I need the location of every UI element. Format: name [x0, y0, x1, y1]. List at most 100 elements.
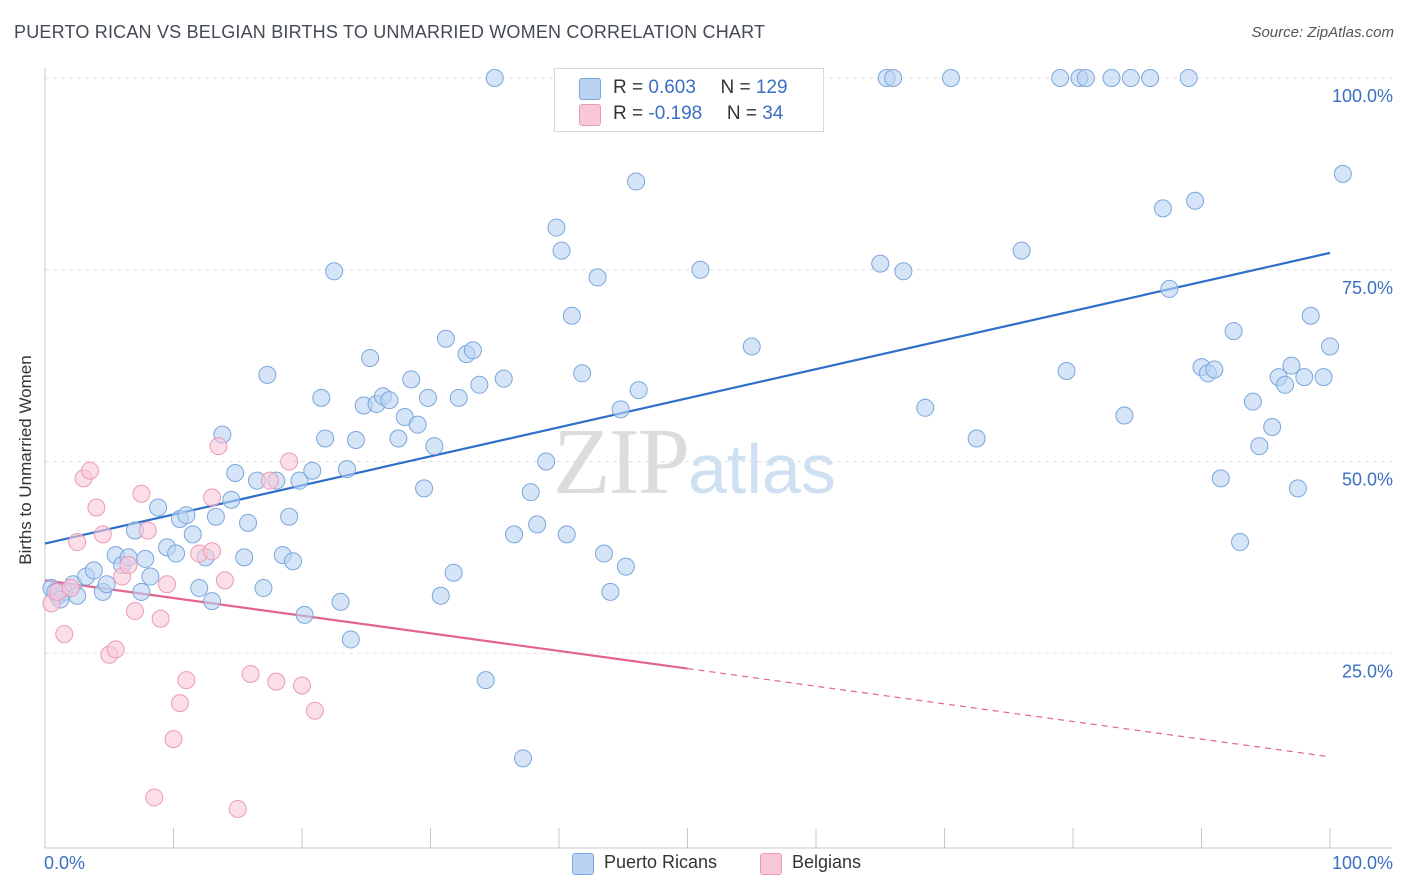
data-point [470, 375, 489, 394]
data-point [1250, 437, 1269, 456]
legend-r-label: R = [613, 77, 649, 98]
data-point [1012, 241, 1031, 260]
data-point [55, 625, 74, 644]
data-point [97, 575, 116, 594]
data-point [106, 640, 125, 659]
series-puerto-ricans [42, 69, 1352, 768]
axes [44, 68, 1392, 849]
data-point [203, 592, 222, 611]
data-point [177, 506, 196, 525]
data-point [93, 525, 112, 544]
data-point [884, 69, 903, 87]
data-point [280, 452, 299, 471]
watermark: ZIPatlas [553, 410, 836, 514]
data-point [588, 268, 607, 287]
data-point [552, 241, 571, 260]
data-point [119, 556, 138, 575]
data-point [241, 664, 260, 683]
data-point [149, 498, 168, 517]
legend-r-value: 0.603 [648, 77, 696, 98]
data-point [84, 561, 103, 580]
data-point [203, 542, 222, 561]
data-point [170, 694, 189, 713]
data-point [1276, 375, 1295, 394]
y-tick-label: 25.0% [1342, 661, 1393, 681]
data-point [1282, 356, 1301, 375]
data-point [222, 490, 241, 509]
data-point [136, 549, 155, 568]
data-point [305, 701, 324, 720]
data-point [167, 544, 186, 563]
data-point [141, 567, 160, 586]
data-point [1076, 69, 1095, 87]
data-point [967, 429, 986, 448]
data-point [528, 515, 547, 534]
data-point [505, 525, 524, 544]
legend-swatch-blue [579, 78, 601, 100]
data-point [325, 262, 344, 281]
data-point [215, 571, 234, 590]
data-point [415, 479, 434, 498]
data-point [346, 431, 365, 450]
data-point [177, 671, 196, 690]
data-point [61, 579, 80, 598]
data-point [444, 563, 463, 582]
data-point [235, 548, 254, 567]
data-point [203, 488, 222, 507]
data-point [68, 533, 87, 552]
data-point [316, 429, 335, 448]
data-point [418, 388, 437, 407]
data-point [547, 218, 566, 237]
data-point [449, 388, 468, 407]
data-point [894, 262, 913, 281]
data-point [1288, 479, 1307, 498]
data-point [1301, 306, 1320, 325]
data-point [209, 437, 228, 456]
legend-swatch-pink [760, 853, 782, 875]
data-point [611, 400, 630, 419]
data-point [125, 602, 144, 621]
data-point [871, 254, 890, 273]
data-point [1314, 368, 1333, 387]
data-point [402, 370, 421, 389]
y-tick-label: 100.0% [1332, 86, 1393, 106]
correlation-legend: R = 0.603 N = 129 R = -0.198 N = 34 [554, 68, 824, 132]
data-point [573, 364, 592, 383]
data-point [1153, 199, 1172, 218]
trend-line-belgians-extension [687, 667, 1331, 758]
data-point [562, 306, 581, 325]
data-point [254, 579, 273, 598]
legend-swatch-blue [572, 853, 594, 875]
source-label: Source: ZipAtlas.com [1251, 24, 1394, 41]
data-point [284, 552, 303, 571]
data-point [1057, 361, 1076, 380]
data-point [594, 544, 613, 563]
data-point [87, 498, 106, 517]
data-point [389, 429, 408, 448]
data-point [742, 337, 761, 356]
data-point [601, 582, 620, 601]
data-point [557, 525, 576, 544]
data-point [280, 507, 299, 526]
legend-label: Puerto Ricans [604, 852, 718, 872]
data-point [260, 471, 279, 490]
y-tick-label: 50.0% [1342, 470, 1393, 490]
data-point [629, 381, 648, 400]
legend-r-value: -0.198 [648, 103, 703, 124]
data-point [190, 579, 209, 598]
data-point [941, 69, 960, 87]
data-point [361, 348, 380, 367]
data-point [463, 341, 482, 360]
data-point [380, 391, 399, 410]
data-point [158, 575, 177, 594]
trend-lines [44, 251, 1331, 758]
x-tick-label: 100.0% [1332, 853, 1393, 873]
data-point [1295, 368, 1314, 387]
data-point [183, 525, 202, 544]
data-point [1211, 469, 1230, 488]
chart-title: PUERTO RICAN VS BELGIAN BIRTHS TO UNMARR… [14, 22, 766, 42]
data-point [226, 464, 245, 483]
data-point [145, 788, 164, 807]
data-point [312, 388, 331, 407]
